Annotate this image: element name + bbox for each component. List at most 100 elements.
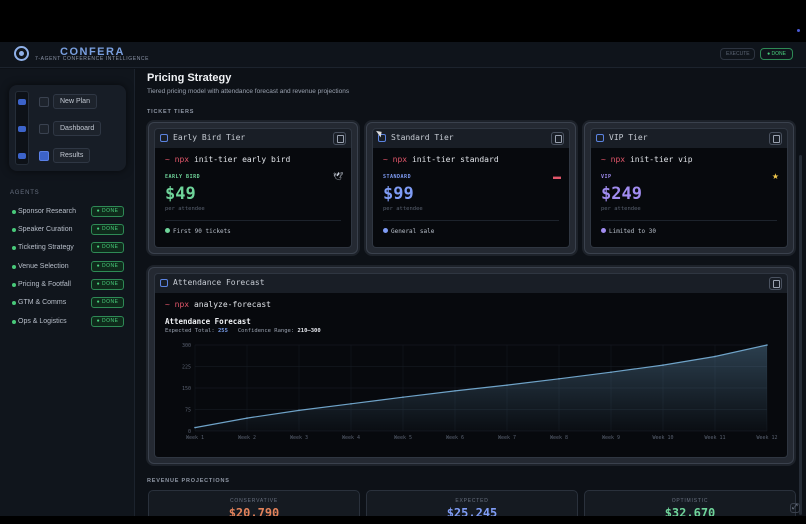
agent-row[interactable]: Speaker Curation ● DONE bbox=[12, 224, 127, 236]
copy-icon[interactable] bbox=[769, 132, 782, 145]
brand-tagline: 7-AGENT CONFERENCE INTELLIGENCE bbox=[35, 56, 150, 62]
new-plan-button[interactable]: New Plan bbox=[53, 94, 97, 109]
y-tick-label: 225 bbox=[182, 365, 191, 371]
data-point bbox=[454, 390, 456, 392]
main-content: Pricing Strategy Tiered pricing model wi… bbox=[136, 69, 796, 516]
forecast-heading: Attendance Forecast bbox=[165, 317, 251, 326]
agents-heading: AGENTS bbox=[10, 190, 40, 196]
data-point bbox=[766, 344, 768, 346]
command-line: ~ npx init-tier vip bbox=[601, 155, 693, 164]
star-icon: ★ bbox=[771, 172, 779, 181]
panel-title: Early Bird Tier bbox=[173, 133, 246, 142]
x-tick-label: Week 8 bbox=[550, 435, 568, 441]
agent-status-badge: ● DONE bbox=[91, 279, 124, 290]
y-tick-label: 150 bbox=[182, 386, 191, 392]
tier-note: First 90 tickets bbox=[165, 228, 231, 235]
x-tick-label: Week 7 bbox=[498, 435, 516, 441]
status-dot bbox=[797, 29, 800, 32]
attendance-chart: 0 75 150 225 300 Week 1 Week 2 Week 3 Week 4 Week… bbox=[182, 343, 778, 441]
x-tick-label: Week 11 bbox=[704, 435, 725, 441]
status-dot-icon bbox=[12, 246, 16, 250]
scrollbar[interactable] bbox=[799, 155, 802, 515]
agent-row[interactable]: Sponsor Research ● DONE bbox=[12, 206, 127, 218]
agent-name: Speaker Curation bbox=[18, 226, 73, 233]
x-tick-label: Week 4 bbox=[342, 435, 360, 441]
window-top-bar bbox=[0, 0, 806, 42]
nav-card: New Plan Dashboard Results bbox=[9, 85, 126, 171]
data-point bbox=[506, 384, 508, 386]
checkbox[interactable] bbox=[39, 151, 49, 161]
series-line bbox=[194, 344, 768, 429]
data-point bbox=[610, 371, 612, 374]
rail-marker bbox=[18, 126, 26, 132]
agent-row[interactable]: Ticketing Strategy ● DONE bbox=[12, 242, 127, 254]
agent-status-badge: ● DONE bbox=[91, 242, 124, 253]
panel-header: VIP Tier bbox=[590, 128, 788, 148]
price-unit: per attendee bbox=[165, 206, 205, 212]
status-dot-icon bbox=[12, 301, 16, 305]
sidebar: New Plan Dashboard Results AGENTS Sponso… bbox=[0, 69, 135, 516]
attendance-forecast-panel: Attendance Forecast ~ npx analyze-foreca… bbox=[148, 267, 794, 464]
checkbox-icon bbox=[160, 279, 168, 287]
agent-name: Ticketing Strategy bbox=[18, 244, 74, 251]
revenue-value: $20,790 bbox=[228, 506, 280, 516]
tier-tag: VIP bbox=[601, 174, 612, 180]
window-bottom-bar bbox=[0, 516, 806, 524]
price-unit: per attendee bbox=[383, 206, 423, 212]
panel-title: VIP Tier bbox=[609, 133, 648, 142]
agent-status-badge: ● DONE bbox=[91, 297, 124, 308]
copy-icon[interactable] bbox=[333, 132, 346, 145]
command-line: ~ npx init-tier early bird bbox=[165, 155, 291, 164]
checkbox[interactable] bbox=[39, 97, 49, 107]
page-subtitle: Tiered pricing model with attendance for… bbox=[147, 88, 350, 95]
checkbox[interactable] bbox=[39, 124, 49, 134]
checkbox-icon bbox=[378, 134, 386, 142]
x-tick-label: Week 9 bbox=[602, 435, 620, 441]
revenue-card-optimistic: OPTIMISTIC $32,670 bbox=[584, 490, 796, 516]
app-window: CONFERA 7-AGENT CONFERENCE INTELLIGENCE … bbox=[0, 42, 806, 516]
dashboard-button[interactable]: Dashboard bbox=[53, 121, 102, 136]
revenue-label: EXPECTED bbox=[455, 498, 489, 504]
data-point bbox=[558, 378, 560, 380]
agent-status-badge: ● DONE bbox=[91, 224, 124, 235]
divider bbox=[383, 220, 559, 221]
copy-icon[interactable] bbox=[769, 277, 782, 290]
revenue-projections-heading: REVENUE PROJECTIONS bbox=[147, 478, 230, 484]
copy-icon[interactable] bbox=[551, 132, 564, 145]
results-button[interactable]: Results bbox=[53, 148, 91, 163]
command-line: ~ npx analyze-forecast bbox=[165, 300, 271, 309]
data-point bbox=[246, 417, 248, 419]
agent-name: Venue Selection bbox=[18, 263, 69, 270]
divider bbox=[601, 220, 777, 221]
logo-icon bbox=[14, 46, 29, 61]
revenue-card-conservative: CONSERVATIVE $20,790 bbox=[148, 490, 360, 516]
panel-header: Standard Tier bbox=[372, 128, 570, 148]
expand-icon[interactable]: ⤢ bbox=[790, 503, 800, 513]
agent-row[interactable]: Ops & Logistics ● DONE bbox=[12, 316, 127, 328]
y-tick-label: 75 bbox=[185, 408, 191, 414]
revenue-value: $32,670 bbox=[664, 506, 716, 516]
data-point bbox=[298, 409, 300, 412]
ticket-tiers-heading: TICKET TIERS bbox=[147, 109, 195, 115]
y-tick-label: 300 bbox=[182, 343, 191, 349]
checkbox-icon bbox=[160, 134, 168, 142]
agent-status-badge: ● DONE bbox=[91, 316, 124, 327]
agent-row[interactable]: Venue Selection ● DONE bbox=[12, 261, 127, 273]
terminal-body: ~ npx init-tier early bird EARLY BIRD 🕊 … bbox=[154, 148, 352, 248]
execute-button[interactable]: EXECUTE bbox=[720, 48, 755, 60]
tier-note: Limited to 30 bbox=[601, 228, 656, 235]
panel-header: Attendance Forecast bbox=[154, 273, 788, 293]
agent-name: Pricing & Footfall bbox=[18, 281, 71, 288]
agent-status-badge: ● DONE bbox=[91, 261, 124, 272]
agent-row[interactable]: Pricing & Footfall ● DONE bbox=[12, 279, 127, 291]
tier-price: $99 bbox=[383, 184, 414, 204]
agent-row[interactable]: GTM & Comms ● DONE bbox=[12, 297, 127, 309]
revenue-value: $25,245 bbox=[446, 506, 498, 516]
x-tick-label: Week 3 bbox=[290, 435, 308, 441]
command-line: ~ npx init-tier standard bbox=[383, 155, 499, 164]
y-tick-label: 0 bbox=[188, 429, 191, 435]
tier-tag: EARLY BIRD bbox=[165, 174, 201, 180]
panel-header: Early Bird Tier bbox=[154, 128, 352, 148]
vip-tier-panel: VIP Tier ~ npx init-tier vip VIP ★ $249 … bbox=[584, 122, 794, 254]
tier-price: $249 bbox=[601, 184, 642, 204]
